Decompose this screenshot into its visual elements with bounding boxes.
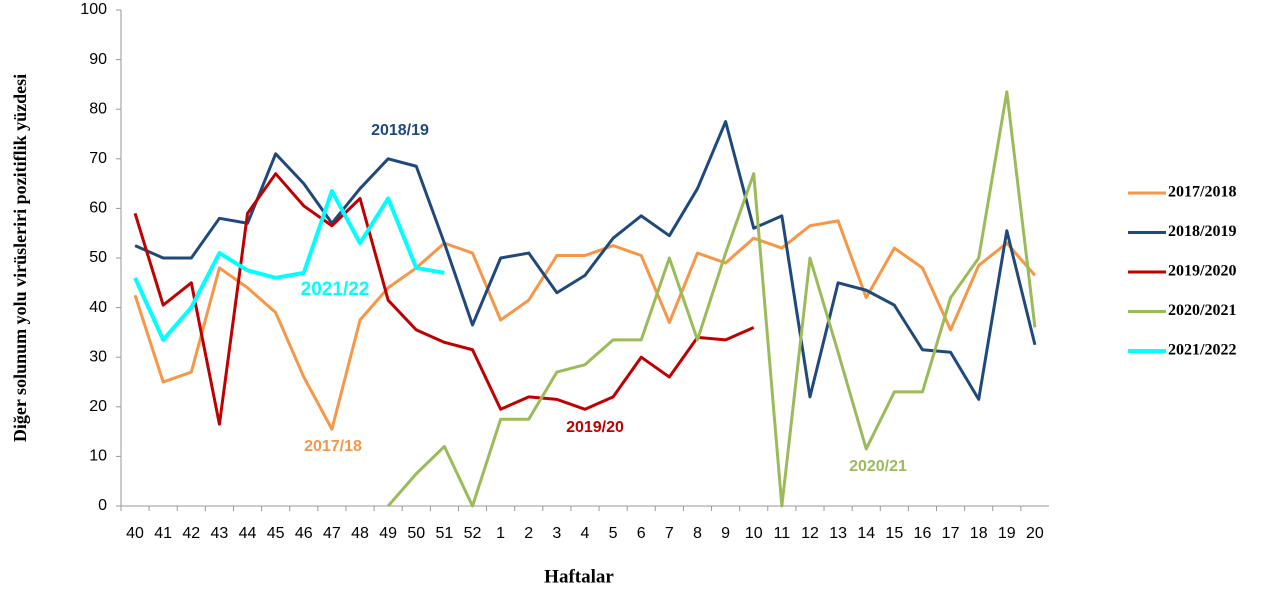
x-tick-label: 14 <box>857 525 875 542</box>
x-axis-label: Haftalar <box>544 566 614 587</box>
y-tick-label: 40 <box>89 299 107 316</box>
y-tick-label: 50 <box>89 249 107 266</box>
x-tick-label: 10 <box>745 525 763 542</box>
x-tick-label: 45 <box>267 525 285 542</box>
legend-label: 2018/2019 <box>1168 223 1236 240</box>
x-tick-label: 42 <box>182 525 200 542</box>
legend-label: 2017/2018 <box>1168 184 1236 201</box>
annotation: 2018/19 <box>371 122 429 139</box>
y-tick-label: 70 <box>89 150 107 167</box>
x-tick-label: 44 <box>239 525 257 542</box>
y-tick-label: 100 <box>80 1 107 18</box>
legend-label: 2019/2020 <box>1168 263 1236 280</box>
y-tick-label: 90 <box>89 51 107 68</box>
y-tick-label: 10 <box>89 448 107 465</box>
x-tick-label: 12 <box>801 525 819 542</box>
y-tick-label: 20 <box>89 398 107 415</box>
x-tick-label: 40 <box>126 525 144 542</box>
x-tick-label: 43 <box>211 525 229 542</box>
x-tick-label: 50 <box>407 525 425 542</box>
x-tick-label: 1 <box>496 525 505 542</box>
x-tick-label: 52 <box>464 525 482 542</box>
legend-label: 2021/2022 <box>1168 342 1236 359</box>
x-tick-label: 9 <box>721 525 730 542</box>
x-tick-label: 18 <box>970 525 988 542</box>
y-tick-label: 30 <box>89 348 107 365</box>
x-tick-label: 49 <box>379 525 397 542</box>
series-line <box>133 189 445 342</box>
y-tick-label: 80 <box>89 100 107 117</box>
annotation: 2017/18 <box>304 438 362 455</box>
x-tick-label: 3 <box>552 525 561 542</box>
x-tick-label: 17 <box>942 525 960 542</box>
x-tick-label: 2 <box>524 525 533 542</box>
x-tick-label: 48 <box>351 525 369 542</box>
annotation: 2021/22 <box>301 279 370 300</box>
x-tick-label: 15 <box>885 525 903 542</box>
series-line <box>133 172 755 426</box>
y-tick-label: 0 <box>98 497 107 514</box>
x-tick-label: 7 <box>665 525 674 542</box>
x-tick-label: 46 <box>295 525 313 542</box>
x-tick-label: 19 <box>998 525 1016 542</box>
x-tick-label: 51 <box>435 525 453 542</box>
x-tick-label: 47 <box>323 525 341 542</box>
x-tick-label: 16 <box>914 525 932 542</box>
series-line <box>133 219 1037 431</box>
x-tick-label: 13 <box>829 525 847 542</box>
x-tick-label: 5 <box>609 525 618 542</box>
y-axis-label: Diğer solunum yolu virüsleriri pozitifli… <box>10 74 30 442</box>
annotation: 2019/20 <box>566 419 624 436</box>
x-tick-label: 4 <box>581 525 590 542</box>
x-tick-label: 6 <box>637 525 646 542</box>
x-tick-label: 8 <box>693 525 702 542</box>
x-tick-label: 41 <box>154 525 172 542</box>
annotation: 2020/21 <box>849 458 907 475</box>
x-tick-label: 11 <box>774 525 791 542</box>
x-tick-label: 20 <box>1026 525 1044 542</box>
series-line <box>134 120 1037 401</box>
legend-label: 2020/2021 <box>1168 302 1236 319</box>
y-tick-label: 60 <box>89 200 107 217</box>
series-line <box>387 90 1037 508</box>
